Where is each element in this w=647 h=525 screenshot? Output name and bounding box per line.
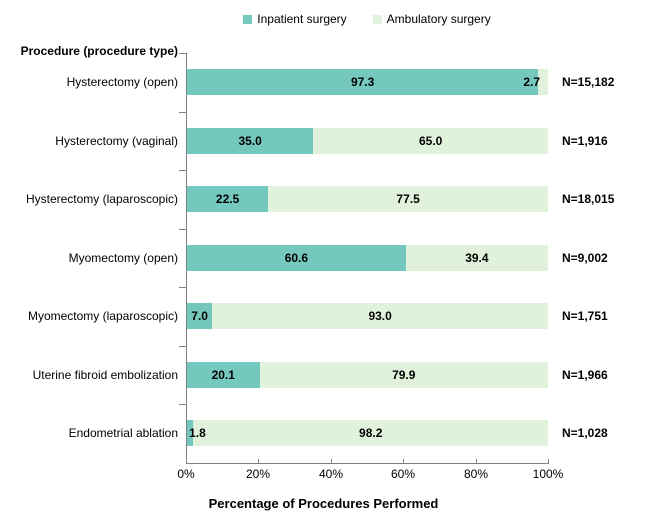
x-tick-label: 100%	[532, 467, 564, 481]
category-label: Endometrial ablation	[68, 426, 178, 440]
category-label: Hysterectomy (laparoscopic)	[25, 192, 178, 206]
x-tick-label: 20%	[245, 467, 271, 481]
x-tick-mark	[331, 459, 332, 463]
value-label-inpatient: 1.8	[189, 426, 206, 440]
bar-segment-ambulatory	[405, 245, 548, 271]
y-axis-line	[186, 53, 187, 463]
bar-segment-ambulatory	[259, 362, 548, 388]
stacked-bar: 7.0 93.0	[187, 303, 548, 329]
stacked-bar: 35.0 65.0	[187, 128, 548, 154]
bar-segment-inpatient	[187, 128, 314, 154]
y-tick-mark	[179, 287, 186, 288]
value-label-inpatient: 7.0	[191, 309, 208, 323]
bar-segment-ambulatory	[313, 128, 548, 154]
x-tick-mark	[403, 459, 404, 463]
value-label-ambulatory: 2.7	[523, 75, 541, 89]
chart-row: Endometrial ablation 1.8 98.2 N=1,028	[0, 404, 647, 463]
chart-row: Myomectomy (laparoscopic) 7.0 93.0 N=1,7…	[0, 287, 647, 346]
chart-row: Hysterectomy (vaginal) 35.0 65.0 N=1,916	[0, 112, 647, 171]
legend-label-ambulatory: Ambulatory surgery	[386, 12, 491, 26]
value-label-ambulatory: 98.2	[359, 426, 383, 440]
bar-segment-inpatient	[187, 69, 539, 95]
x-tick-label: 60%	[390, 467, 416, 481]
chart-row: Hysterectomy (open) 97.3 2.7 N=15,182	[0, 53, 647, 112]
ambulatory-swatch-icon	[372, 14, 382, 24]
n-count-label: N=1,028	[562, 426, 608, 440]
n-count-label: N=1,916	[562, 134, 608, 148]
value-label-ambulatory: 39.4	[465, 251, 489, 265]
bar-segment-inpatient	[187, 420, 194, 446]
stacked-bar: 97.3 2.7	[187, 69, 548, 95]
bar-segment-ambulatory	[212, 303, 548, 329]
y-axis-header: Procedure (procedure type)	[20, 44, 178, 58]
y-tick-mark	[179, 170, 186, 171]
stacked-bar: 22.5 77.5	[187, 186, 548, 212]
value-label-ambulatory: 65.0	[418, 134, 443, 148]
n-count-label: N=18,015	[562, 192, 615, 206]
chart-row: Uterine fibroid embolization 20.1 79.9 N…	[0, 346, 647, 405]
category-label: Hysterectomy (vaginal)	[55, 134, 178, 148]
category-label: Myomectomy (laparoscopic)	[27, 309, 178, 323]
value-label-ambulatory: 79.9	[392, 368, 416, 382]
x-axis-line	[186, 463, 549, 464]
n-count-label: N=15,182	[562, 75, 615, 89]
x-tick-mark	[548, 459, 549, 463]
x-tick-mark	[258, 459, 259, 463]
legend-item-inpatient: Inpatient surgery	[243, 12, 347, 26]
category-label: Hysterectomy (open)	[66, 75, 178, 89]
value-label-inpatient: 97.3	[350, 75, 375, 89]
bar-segment-inpatient	[187, 245, 406, 271]
x-tick-label: 0%	[177, 467, 195, 481]
bar-segment-ambulatory	[268, 186, 548, 212]
category-label: Myomectomy (open)	[68, 251, 178, 265]
x-tick-label: 80%	[463, 467, 489, 481]
n-count-label: N=1,751	[562, 309, 608, 323]
bar-segment-inpatient	[187, 186, 269, 212]
stacked-bar: 20.1 79.9	[187, 362, 548, 388]
bar-segment-ambulatory	[538, 69, 548, 95]
y-tick-mark	[179, 404, 186, 405]
n-count-label: N=1,966	[562, 368, 608, 382]
value-label-inpatient: 20.1	[211, 368, 235, 382]
bar-segment-inpatient	[187, 362, 260, 388]
value-label-inpatient: 35.0	[238, 134, 262, 148]
y-tick-mark	[179, 112, 186, 113]
category-label: Uterine fibroid embolization	[32, 368, 178, 382]
stacked-bar: 1.8 98.2	[187, 420, 548, 446]
x-tick-label: 40%	[318, 467, 344, 481]
value-label-ambulatory: 77.5	[396, 192, 420, 206]
chart-row: Myomectomy (open) 60.6 39.4 N=9,002	[0, 229, 647, 288]
x-tick-mark	[476, 459, 477, 463]
y-tick-mark	[179, 346, 186, 347]
chart-legend: Inpatient surgery Ambulatory surgery	[186, 12, 548, 26]
value-label-ambulatory: 93.0	[368, 309, 392, 323]
bar-segment-inpatient	[187, 303, 213, 329]
legend-label-inpatient: Inpatient surgery	[257, 12, 347, 26]
n-count-label: N=9,002	[562, 251, 608, 265]
value-label-inpatient: 22.5	[215, 192, 240, 206]
chart-row: Hysterectomy (laparoscopic) 22.5 77.5 N=…	[0, 170, 647, 229]
y-tick-mark	[179, 229, 186, 230]
inpatient-swatch-icon	[243, 14, 253, 24]
y-tick-mark	[179, 53, 186, 54]
bar-segment-ambulatory	[193, 420, 548, 446]
legend-item-ambulatory: Ambulatory surgery	[372, 12, 491, 26]
value-label-inpatient: 60.6	[284, 251, 309, 265]
stacked-bar: 60.6 39.4	[187, 245, 548, 271]
x-axis-title: Percentage of Procedures Performed	[208, 496, 439, 511]
